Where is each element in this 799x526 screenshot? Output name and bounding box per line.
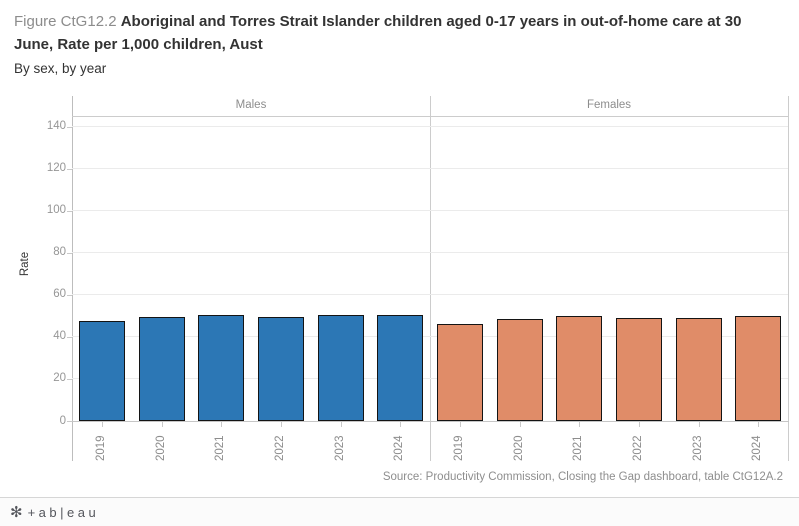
tableau-logo[interactable]: ✻ +ab|eau — [10, 505, 99, 520]
y-tick-label: 140 — [46, 120, 66, 133]
figure-subtitle: By sex, by year — [14, 61, 107, 76]
x-tick-label-year: 2024 — [751, 435, 764, 461]
x-tick-mark — [698, 422, 700, 427]
x-tick-label-year: 2019 — [94, 435, 107, 461]
y-tick-mark — [67, 126, 72, 128]
y-tick-mark — [67, 336, 72, 338]
x-tick-mark — [221, 422, 223, 427]
x-tick-label-year: 2024 — [393, 435, 406, 461]
y-tick-label: 100 — [46, 204, 66, 217]
y-tick-label: 20 — [53, 372, 66, 385]
y-gridline — [72, 378, 788, 380]
source-caption: Source: Productivity Commission, Closing… — [382, 471, 783, 483]
x-tick-label-year: 2022 — [273, 435, 286, 461]
bar-males-2022[interactable] — [257, 317, 304, 421]
bar-females-2020[interactable] — [496, 318, 543, 421]
x-tick-label-year: 2023 — [333, 435, 346, 461]
y-tick-mark — [67, 421, 72, 422]
bar-males-2024[interactable] — [377, 315, 424, 421]
x-axis-line — [72, 421, 789, 422]
bar-females-2021[interactable] — [556, 315, 603, 421]
y-gridline — [72, 210, 788, 212]
tableau-wordmark: +ab|eau — [27, 504, 100, 520]
y-gridline — [72, 126, 788, 128]
y-axis-line — [72, 96, 73, 461]
bar-females-2024[interactable] — [735, 316, 782, 421]
x-tick-mark — [280, 422, 282, 427]
tableau-footer: ✻ +ab|eau — [0, 497, 799, 526]
x-tick-mark — [579, 422, 581, 427]
y-gridline — [72, 168, 788, 170]
plot-right-border — [788, 96, 789, 461]
y-tick-mark — [67, 168, 72, 170]
panel-header-males: Males — [235, 99, 267, 111]
bar-males-2019[interactable] — [78, 320, 125, 421]
y-gridline — [72, 294, 788, 296]
y-tick-mark — [67, 378, 72, 380]
y-tick-label: 60 — [53, 288, 66, 301]
bar-males-2023[interactable] — [317, 315, 364, 421]
y-tick-label: 120 — [46, 162, 66, 175]
chart-title: Figure CtG12.2 Aboriginal and Torres Str… — [14, 10, 772, 79]
y-tick-mark — [67, 294, 72, 296]
x-tick-mark — [519, 422, 521, 427]
x-tick-mark — [340, 422, 342, 427]
x-tick-label-year: 2021 — [214, 435, 227, 461]
panel-divider — [430, 96, 431, 461]
y-tick-label: 80 — [53, 246, 66, 259]
x-tick-label-year: 2022 — [631, 435, 644, 461]
y-tick-label: 0 — [59, 414, 66, 427]
y-gridline — [72, 336, 788, 338]
x-tick-mark — [400, 422, 402, 427]
x-tick-label-year: 2021 — [572, 435, 585, 461]
x-tick-label-year: 2020 — [154, 435, 167, 461]
x-tick-mark — [758, 422, 760, 427]
bar-females-2022[interactable] — [615, 317, 662, 421]
figure-number: Figure CtG12.2 — [14, 13, 117, 30]
bar-females-2023[interactable] — [675, 317, 722, 421]
bar-females-2019[interactable] — [436, 323, 483, 421]
x-tick-mark — [638, 422, 640, 427]
plot-top-border — [72, 116, 789, 117]
y-tick-label: 40 — [53, 330, 66, 343]
x-tick-mark — [101, 422, 103, 427]
y-tick-mark — [67, 210, 72, 212]
x-tick-mark — [161, 422, 163, 427]
y-gridline — [72, 252, 788, 254]
bar-males-2020[interactable] — [138, 317, 185, 421]
tableau-logo-icon: ✻ — [10, 503, 23, 521]
y-tick-mark — [67, 252, 72, 254]
x-tick-label-year: 2020 — [512, 435, 525, 461]
figure-title: Aboriginal and Torres Strait Islander ch… — [14, 13, 742, 53]
x-tick-label-year: 2023 — [691, 435, 704, 461]
panel-header-females: Females — [586, 99, 632, 111]
bar-males-2021[interactable] — [198, 314, 245, 421]
x-tick-mark — [459, 422, 461, 427]
x-tick-label-year: 2019 — [452, 435, 465, 461]
